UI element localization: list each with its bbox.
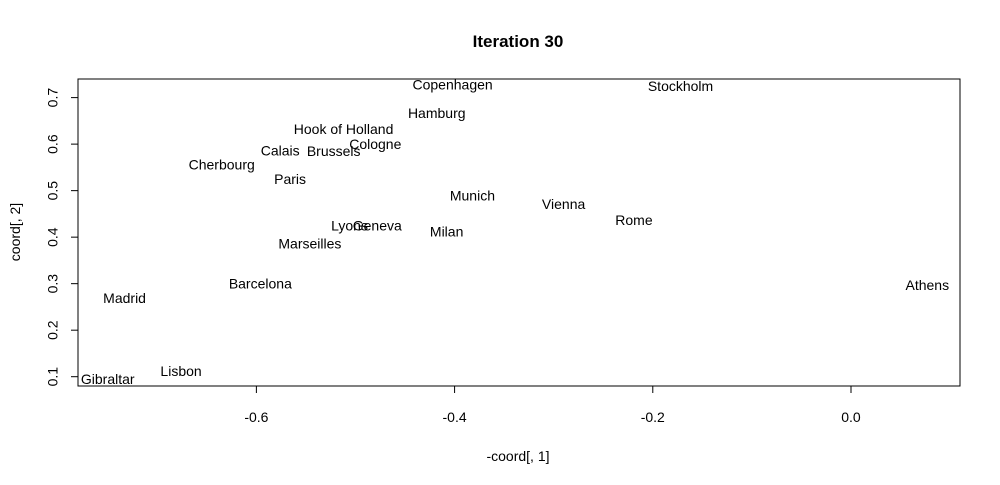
point-label: Cologne xyxy=(349,136,401,152)
x-tick-label: -0.6 xyxy=(244,409,268,425)
x-tick-label: -0.2 xyxy=(641,409,665,425)
point-label: Gibraltar xyxy=(81,371,135,387)
point-label: Lisbon xyxy=(160,363,201,379)
point-label: Marseilles xyxy=(278,235,341,251)
point-label: Brussels xyxy=(307,143,361,159)
y-tick-label: 0.2 xyxy=(45,320,61,340)
x-axis-label: -coord[, 1] xyxy=(486,448,549,464)
x-axis: -0.6 -0.4 -0.2 0.0 xyxy=(244,386,861,425)
x-tick-label: 0.0 xyxy=(841,409,861,425)
point-label: Munich xyxy=(450,187,495,203)
point-label: Athens xyxy=(905,277,949,293)
y-axis-label: coord[, 2] xyxy=(7,203,23,261)
y-tick-label: 0.3 xyxy=(45,274,61,294)
point-label: Barcelona xyxy=(229,275,292,291)
point-label: Paris xyxy=(274,171,306,187)
point-label: Madrid xyxy=(103,290,146,306)
point-label: Cherbourg xyxy=(189,157,255,173)
point-label: Vienna xyxy=(542,196,586,212)
y-tick-label: 0.5 xyxy=(45,181,61,201)
point-label: Geneva xyxy=(353,218,402,234)
y-tick-label: 0.4 xyxy=(45,227,61,247)
point-label: Lyons xyxy=(331,218,368,234)
point-label: Copenhagen xyxy=(413,77,493,93)
point-label: Rome xyxy=(615,212,653,228)
x-tick-label: -0.4 xyxy=(443,409,467,425)
point-label: Milan xyxy=(430,224,463,240)
point-label: Hamburg xyxy=(408,105,466,121)
y-axis: 0.1 0.2 0.3 0.4 0.5 0.6 0.7 xyxy=(45,88,78,387)
chart-title: Iteration 30 xyxy=(473,32,564,51)
point-label: Calais xyxy=(261,142,300,158)
y-tick-label: 0.6 xyxy=(45,134,61,154)
y-tick-label: 0.7 xyxy=(45,88,61,108)
point-labels: Copenhagen Stockholm Hamburg Hook of Hollan… xyxy=(81,77,949,387)
point-label: Stockholm xyxy=(648,78,713,94)
plot-frame xyxy=(77,78,961,387)
y-tick-label: 0.1 xyxy=(45,367,61,387)
point-label: Hook of Holland xyxy=(294,121,394,137)
